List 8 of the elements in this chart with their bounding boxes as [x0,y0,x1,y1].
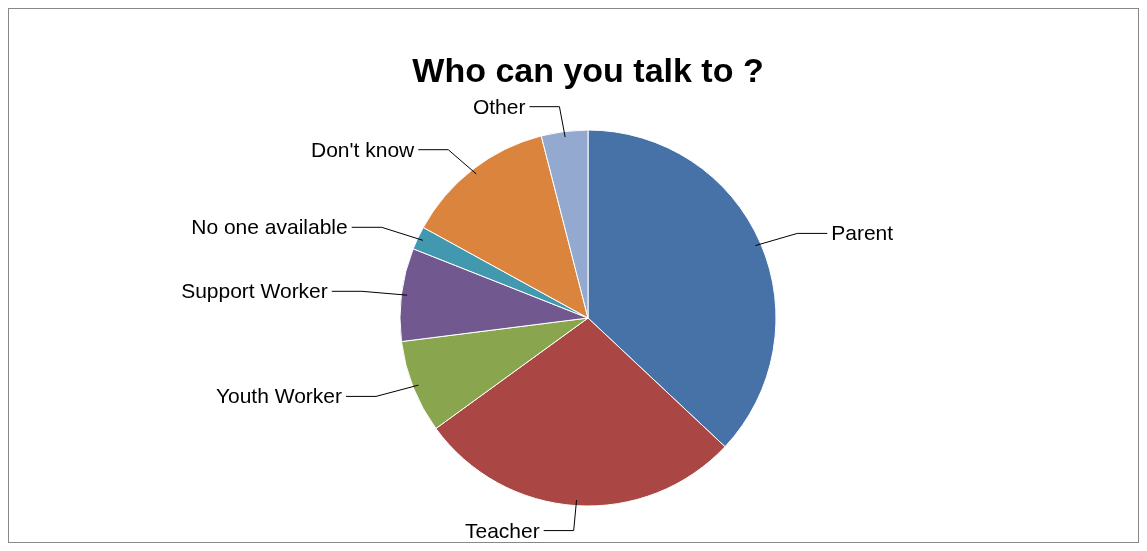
slice-label: Support Worker [181,279,328,303]
slice-label: Other [472,94,526,118]
slice-label: Youth Worker [215,384,343,408]
slice-label: Don't know [311,137,416,161]
slice-label: Teacher [464,518,540,542]
slice-label: No one available [191,215,348,239]
slice-label: Parent [831,221,894,245]
chart-title: Who can you talk to ? [412,51,764,89]
